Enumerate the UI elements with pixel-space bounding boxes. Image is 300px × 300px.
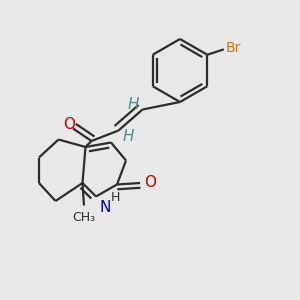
Text: O: O bbox=[144, 175, 156, 190]
Text: Br: Br bbox=[225, 41, 241, 56]
Text: CH₃: CH₃ bbox=[72, 211, 96, 224]
Text: N: N bbox=[100, 200, 111, 214]
Text: H: H bbox=[110, 191, 120, 204]
Text: H: H bbox=[122, 129, 134, 144]
Text: O: O bbox=[64, 117, 76, 132]
Text: H: H bbox=[127, 97, 139, 112]
